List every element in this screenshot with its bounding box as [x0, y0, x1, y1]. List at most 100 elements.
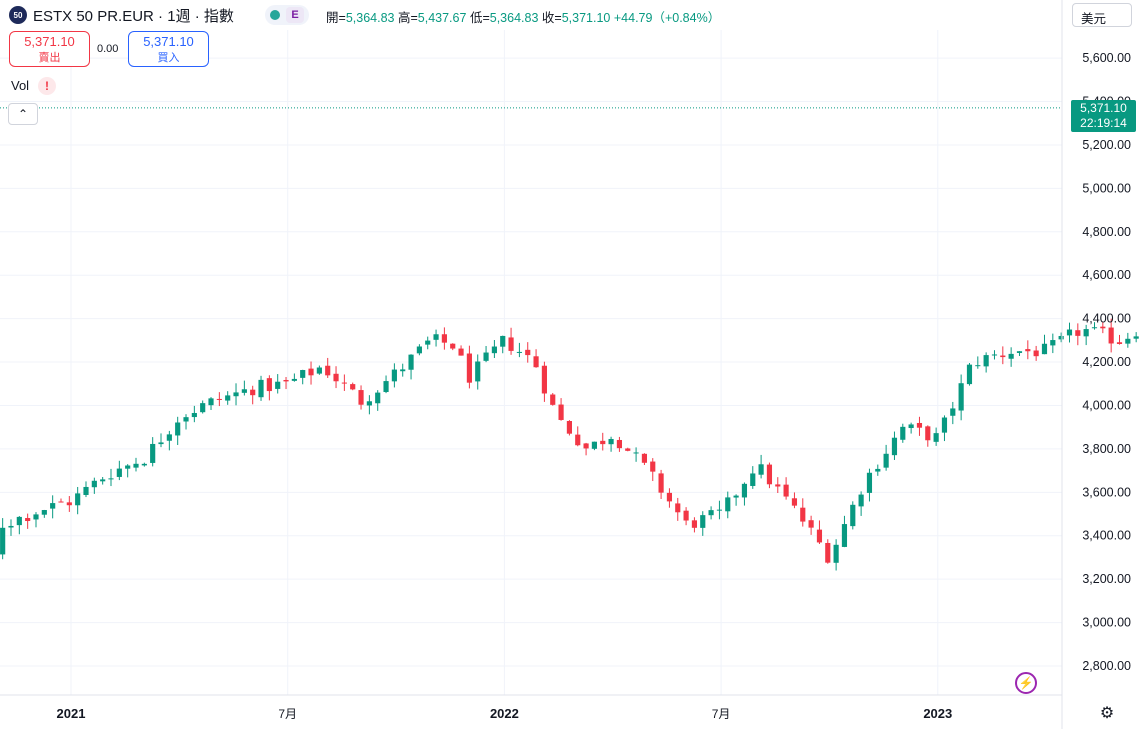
candle-body [691, 520, 698, 528]
candle-body [775, 484, 781, 487]
candle-body [666, 492, 673, 502]
symbol-badge[interactable]: 50 [9, 6, 27, 24]
candle-body [475, 361, 481, 382]
candle-body [825, 542, 831, 563]
candle-body [733, 495, 739, 498]
volume-indicator-label[interactable]: Vol [11, 78, 30, 93]
candle-body [441, 334, 447, 343]
sell-button[interactable]: 5,371.10 賣出 [9, 31, 90, 67]
sell-price: 5,371.10 [24, 34, 75, 49]
candle-body [558, 404, 564, 420]
candle-body [608, 438, 614, 445]
candle-body [191, 412, 197, 418]
candle-body [358, 390, 364, 405]
candle-body [1008, 353, 1014, 359]
symbol-title[interactable]: ESTX 50 PR.EUR · 1週 · 指數 [33, 8, 234, 25]
candle-body [141, 463, 147, 466]
candle-body [758, 464, 764, 475]
candle-body [16, 516, 22, 526]
candle-body [225, 395, 231, 401]
market-open-dot-icon [270, 10, 280, 20]
candle-body [575, 434, 581, 446]
high-label: 高= [397, 11, 418, 25]
y-tick-label: 3,800.00 [1082, 442, 1131, 456]
candle-body [350, 384, 356, 390]
candle-body [991, 354, 998, 356]
close-value: 5,371.10 [561, 11, 611, 25]
candle-body [266, 378, 272, 392]
candle-body [683, 510, 689, 521]
gear-icon[interactable]: ⚙ [1099, 705, 1115, 722]
candle-body [533, 356, 539, 368]
chevron-up-icon[interactable]: ⌃ [8, 103, 38, 125]
candle-body [166, 434, 172, 441]
candle-body [1083, 329, 1089, 337]
sell-label: 賣出 [38, 52, 61, 64]
e-badge[interactable]: E [286, 7, 304, 23]
candle-body [233, 392, 239, 397]
candle-body [641, 453, 648, 463]
candle-body [725, 497, 731, 512]
candle-body [1066, 329, 1073, 336]
candle-body [983, 355, 989, 367]
low-label: 低= [469, 11, 490, 25]
y-tick-label: 4,000.00 [1082, 398, 1131, 412]
candle-body [841, 524, 848, 547]
x-tick-label: 2021 [57, 706, 86, 721]
candle-body [616, 439, 623, 449]
currency-select[interactable]: 美元 [1072, 3, 1132, 27]
grid [0, 30, 1062, 695]
candle-body [158, 442, 164, 445]
warning-icon[interactable]: ! [38, 77, 56, 95]
candle-body [966, 364, 973, 385]
low-value: 5,364.83 [489, 11, 539, 25]
candle-body [891, 437, 898, 456]
y-tick-label: 4,400.00 [1082, 312, 1131, 326]
market-status-group[interactable]: E [265, 5, 309, 25]
candle-body [633, 452, 639, 454]
last-price-tag: 5,371.10 22:19:14 [1071, 100, 1136, 132]
x-tick-label: 2022 [490, 706, 519, 721]
buy-button[interactable]: 5,371.10 買入 [128, 31, 209, 67]
candle-body [716, 509, 723, 511]
candle-body [766, 464, 773, 485]
candle-body [1041, 343, 1048, 355]
candle-body [316, 367, 322, 374]
lightning-icon[interactable]: ⚡ [1015, 672, 1037, 694]
candle-body [1108, 327, 1114, 344]
candle-body [525, 349, 531, 356]
candle-body [466, 353, 472, 383]
candle-body [183, 417, 189, 422]
candle-body [66, 502, 72, 506]
candle-body [858, 494, 864, 507]
candle-body [875, 468, 881, 472]
candle-body [1000, 355, 1006, 358]
candle-body [591, 441, 597, 449]
candle-body [333, 373, 339, 382]
candle-body [1125, 338, 1131, 344]
candle-body [83, 486, 89, 495]
y-tick-label: 3,600.00 [1082, 485, 1131, 499]
candle-body [1100, 326, 1106, 329]
candle-body [133, 463, 139, 468]
candle-body [1016, 351, 1023, 353]
candle-body [425, 340, 431, 345]
candle-body [958, 383, 964, 411]
candle-body [116, 468, 122, 477]
high-value: 5,437.67 [417, 11, 467, 25]
candle-body [341, 382, 347, 384]
last-price-value: 5,371.10 [1080, 101, 1127, 115]
x-tick-label: 2023 [923, 706, 952, 721]
candle-body [541, 365, 547, 394]
candle-body [483, 352, 489, 361]
y-tick-label: 3,000.00 [1082, 616, 1131, 630]
candle-body [100, 479, 106, 482]
spread-value: 0.00 [97, 43, 119, 55]
candle-body [366, 401, 372, 406]
candle-body [500, 335, 506, 347]
candle-body [650, 461, 656, 472]
y-tick-label: 4,200.00 [1082, 355, 1131, 369]
candle-body [1075, 330, 1081, 336]
